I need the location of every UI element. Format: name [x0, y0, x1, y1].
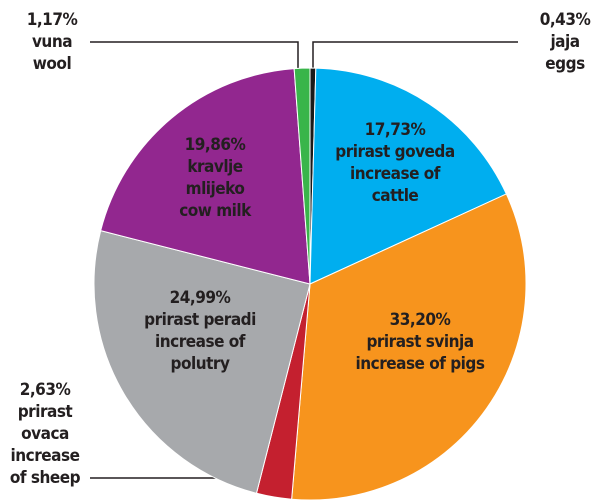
slice-label: polutry: [171, 354, 230, 374]
slice-value-label: 0,43%: [540, 10, 591, 30]
slice: [93, 230, 311, 494]
slice-value-label: 1,17%: [27, 10, 78, 30]
slice: [100, 68, 311, 285]
slice-label: prirast goveda: [335, 142, 455, 162]
slice-label: increase of: [155, 332, 246, 352]
slice-label: kravlje: [187, 157, 242, 177]
slice-label: prirast svinja: [366, 332, 473, 352]
slice-label: wool: [33, 54, 71, 74]
slice-label: cow milk: [179, 201, 252, 221]
slice-label: prirast peradi: [144, 310, 256, 330]
slice-value-label: 24,99%: [170, 288, 231, 308]
slice-label: mlijeko: [186, 179, 245, 199]
slice-label: prirast: [18, 402, 73, 422]
slice-label: increase of: [350, 164, 441, 184]
slice-label: increase of pigs: [356, 354, 485, 374]
slices: [93, 67, 527, 501]
slice-label: cattle: [372, 186, 419, 206]
slice-label: of sheep: [10, 468, 81, 488]
slice-value-label: 17,73%: [365, 120, 426, 140]
slice: [291, 193, 527, 501]
slice-value-label: 19,86%: [185, 135, 246, 155]
slice-label: vuna: [32, 32, 72, 52]
slice-value-label: 33,20%: [390, 310, 451, 330]
slice-label: increase: [11, 446, 80, 466]
slice-label: jaja: [549, 32, 579, 52]
slice-label: eggs: [545, 54, 585, 74]
slice-label: ovaca: [21, 424, 69, 444]
slice-value-label: 2,63%: [20, 380, 71, 400]
slice: [293, 67, 311, 285]
leader-line: [90, 41, 299, 72]
leader-line: [312, 41, 518, 70]
slice: [309, 67, 508, 285]
